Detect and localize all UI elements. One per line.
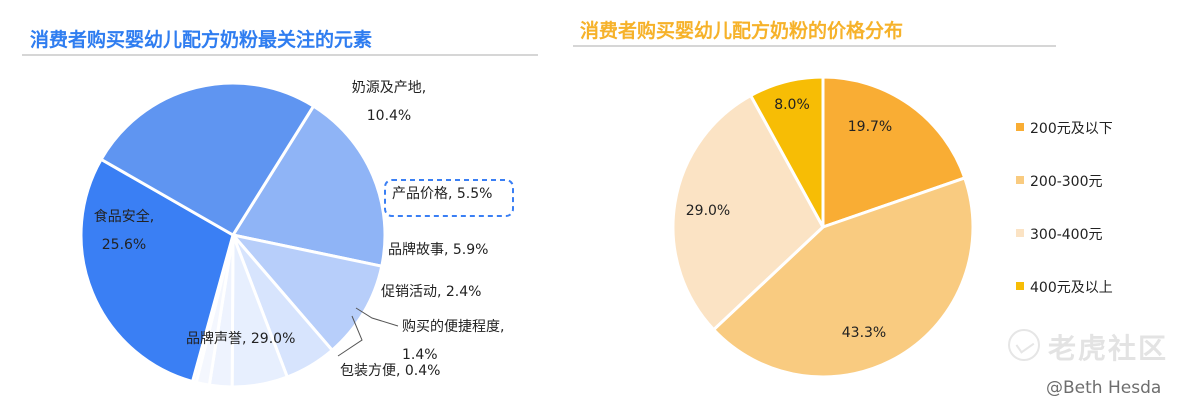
price-highlight-box (384, 179, 514, 217)
price-slice-label: 8.0% (774, 97, 810, 113)
legend-swatch (1016, 229, 1024, 237)
legend-swatch (1016, 282, 1024, 290)
slice-label-购买的便捷程度: 1.4% (402, 347, 438, 363)
slice-label-食品安全: 25.6% (102, 237, 146, 253)
left-chart-title: 消费者购买婴幼儿配方奶粉最关注的元素 (30, 29, 373, 51)
left-chart-panel: 消费者购买婴幼儿配方奶粉最关注的元素 营养成分,19.4%奶源及产地,10.4%… (0, 0, 560, 416)
price-slice-400元及以上 (748, 75, 825, 228)
attention-pie-chart: 营养成分,19.4%奶源及产地,10.4%产品价格, 5.5%品牌故事, 5.9… (79, 80, 514, 389)
slice-label-奶源及产地: 奶源及产地, (352, 80, 426, 96)
legend-label: 200元及以下 (1030, 121, 1113, 137)
legend-swatch (1016, 176, 1024, 184)
slice-label-包装方便: 包装方便, 0.4% (340, 363, 440, 379)
right-chart-title: 消费者购买婴幼儿配方奶粉的价格分布 (580, 20, 904, 42)
watermark-logo-icon (1008, 329, 1040, 361)
slice-label-购买的便捷程度: 购买的便捷程度, (402, 319, 504, 335)
legend-label: 200-300元 (1030, 174, 1103, 190)
price-slice-label: 19.7% (848, 119, 892, 135)
right-chart-panel: 消费者购买婴幼儿配方奶粉的价格分布 (560, 0, 1202, 416)
pie-slice-食品安全 (99, 81, 316, 238)
right-title-rule (573, 45, 1056, 47)
price-slice-300-400元 (671, 93, 825, 332)
price-slice-200-300元 (711, 176, 975, 379)
slice-label-品牌声誉: 品牌声誉, 29.0% (186, 330, 295, 347)
pie-slice-营养成分 (230, 104, 387, 268)
slice-label-食品安全: 食品安全, (94, 208, 154, 225)
watermark-handle: @Beth Hesda (1046, 378, 1162, 398)
watermark-brand: 老虎社区 (1048, 332, 1169, 365)
legend-swatch (1016, 123, 1024, 131)
price-slice-label: 43.3% (842, 325, 886, 341)
slice-label-奶源及产地: 10.4% (367, 108, 411, 124)
slice-label-促销活动: 促销活动, 2.4% (381, 284, 481, 300)
pie-slice-奶源及产地 (228, 232, 384, 353)
legend-label: 300-400元 (1030, 227, 1103, 243)
leader-line (337, 315, 363, 357)
leader-line (355, 307, 399, 327)
price-slice-label: 29.0% (686, 203, 730, 219)
legend-label: 400元及以上 (1030, 280, 1113, 296)
left-title-rule (22, 54, 538, 56)
slice-label-品牌故事: 品牌故事, 5.9% (388, 241, 488, 258)
slice-label-产品价格: 产品价格, 5.5% (392, 186, 492, 202)
